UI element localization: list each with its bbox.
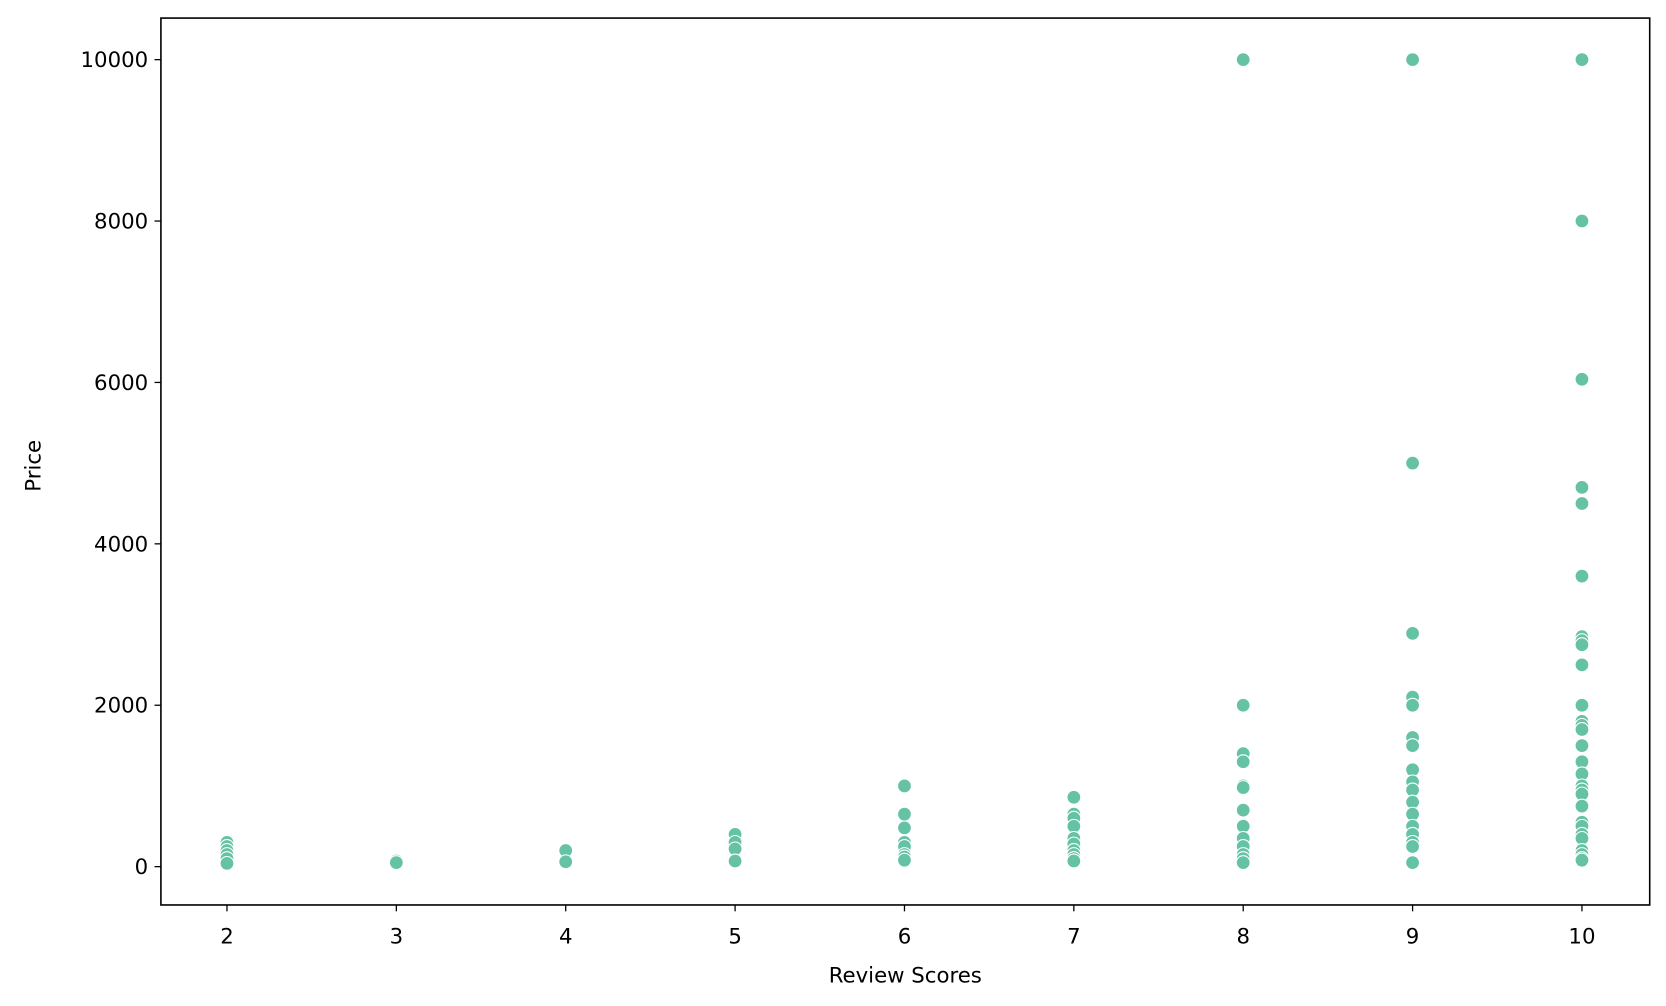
point [1235,754,1251,770]
point [558,854,574,870]
point [1405,697,1421,713]
point [897,820,912,836]
point [1574,722,1590,737]
point [1574,496,1590,511]
x-axis-label: Review Scores [829,964,982,989]
point [1405,738,1421,754]
point [1066,789,1082,805]
point [1574,637,1590,653]
point [1574,479,1590,495]
x-tick-label: 3 [390,924,404,949]
y-tick-label: 10000 [81,48,149,73]
point [1574,371,1590,387]
point [1574,213,1590,229]
point [897,778,912,794]
point [897,806,912,822]
plot-frame [160,17,1651,906]
point [1574,697,1590,713]
point [1405,855,1421,871]
point [1405,52,1421,68]
point [1405,625,1421,641]
y-tick-label: 4000 [94,532,148,557]
x-tick-label: 9 [1406,924,1420,949]
x-tick-label: 2 [220,924,234,949]
x-tick-label: 8 [1236,924,1250,949]
x-tick-label: 4 [559,924,573,949]
x-tick-label: 7 [1067,924,1081,949]
y-axis-label: Price [22,440,47,492]
point [1574,568,1590,584]
point [1235,780,1251,795]
x-tick-label: 5 [728,924,742,949]
point [1574,852,1590,868]
point [1574,738,1590,754]
point [1235,802,1251,818]
y-tick-label: 0 [135,855,149,880]
point [388,855,404,871]
point [1235,697,1251,713]
point [1066,853,1082,869]
x-tick-label: 6 [898,924,912,949]
point [727,853,743,869]
y-tick-label: 2000 [94,694,148,719]
point [1405,455,1421,471]
point [1574,657,1590,673]
point [1235,855,1251,871]
x-tick-label: 10 [1568,924,1595,949]
y-tick-label: 6000 [94,371,148,396]
point [897,852,912,868]
point [1574,798,1590,814]
point [1405,839,1421,854]
y-tick-label: 8000 [94,209,148,234]
point [1235,52,1251,68]
point [1574,52,1590,68]
point [219,855,235,871]
